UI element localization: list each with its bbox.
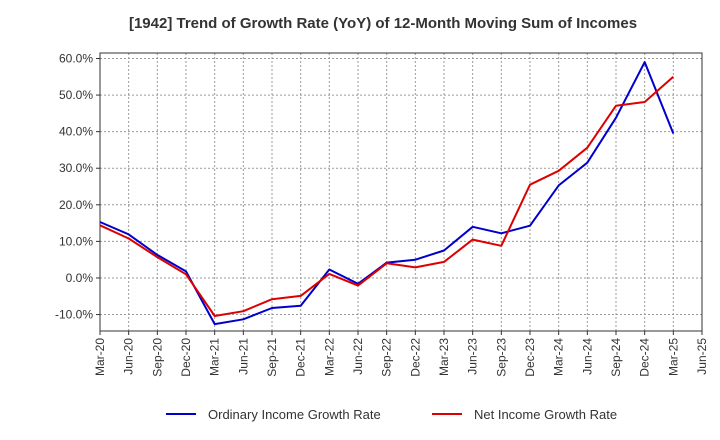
x-tick-label: Mar-23 [437,338,451,376]
y-tick-label: 40.0% [59,125,93,139]
y-tick-label: 10.0% [59,234,93,248]
x-tick-label: Mar-24 [552,338,566,376]
legend-label: Ordinary Income Growth Rate [208,407,381,422]
x-tick-label: Dec-23 [523,338,537,377]
x-tick-label: Sep-23 [494,338,508,377]
y-tick-label: 30.0% [59,161,93,175]
x-tick-label: Jun-20 [122,338,136,375]
x-tick-label: Sep-24 [609,338,623,377]
y-tick-label: -10.0% [55,308,93,322]
x-tick-label: Dec-20 [179,338,193,377]
chart-title: [1942] Trend of Growth Rate (YoY) of 12-… [129,15,637,32]
y-tick-label: 0.0% [66,271,94,285]
series-line-net-income [99,76,674,317]
x-tick-label: Jun-24 [580,338,594,375]
grid-layer [100,53,702,331]
x-tick-label: Sep-22 [380,338,394,377]
y-tick-label: 60.0% [59,51,93,65]
x-tick-label: Mar-20 [93,338,107,376]
x-tick-label: Sep-20 [150,338,164,377]
legend-label: Net Income Growth Rate [474,407,617,422]
plot-frame [99,52,703,332]
x-tick-label: Mar-25 [666,338,680,376]
y-tick-label: 50.0% [59,88,93,102]
y-tick-label: 20.0% [59,198,93,212]
x-tick-label: Jun-25 [695,338,709,375]
x-tick-label: Dec-24 [638,338,652,377]
x-tick-label: Mar-22 [322,338,336,376]
x-tick-label: Jun-23 [466,338,480,375]
legend: Ordinary Income Growth Rate Net Income Gr… [166,407,617,422]
x-tick-label: Jun-22 [351,338,365,375]
series-layer [99,61,675,326]
x-tick-label: Jun-21 [236,338,250,375]
axis-layer: -10.0% 0.0% 10.0% 20.0% 30.0% 40.0% 50.0% 60.0%… [55,51,709,376]
x-tick-label: Dec-22 [408,338,422,377]
x-tick-label: Mar-21 [208,338,222,376]
x-tick-label: Dec-21 [294,338,308,377]
x-tick-label: Sep-21 [265,338,279,377]
plot-area [100,53,702,331]
